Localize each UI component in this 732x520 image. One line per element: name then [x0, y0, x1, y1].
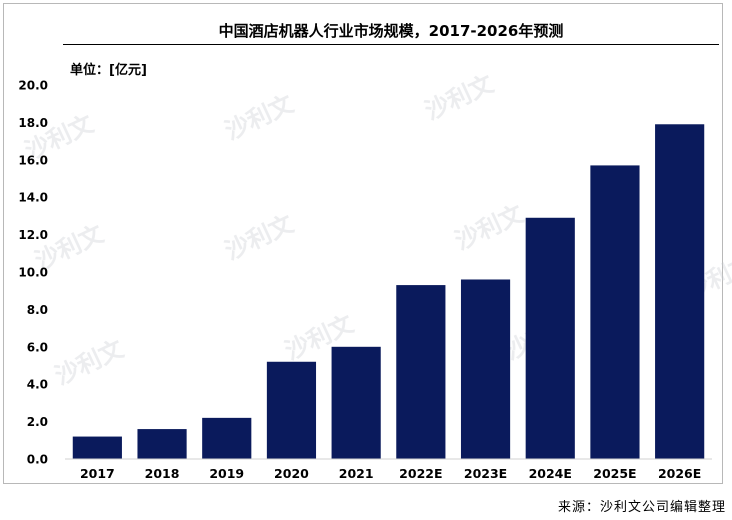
y-tick-label: 0.0	[27, 453, 48, 467]
title-rule	[63, 44, 719, 45]
bar-2019	[202, 417, 252, 459]
x-tick-label: 2024E	[529, 466, 572, 481]
unit-label: 单位：[亿元]	[70, 63, 147, 78]
bar-2026E	[655, 124, 705, 460]
bar-2021	[331, 346, 381, 459]
y-tick-label: 4.0	[27, 378, 48, 392]
y-tick-label: 8.0	[27, 303, 48, 317]
bar-2020	[266, 361, 317, 459]
watermark-mark: 沙利文	[421, 69, 499, 125]
bars	[72, 124, 705, 460]
bar-2018	[137, 429, 187, 459]
chart-title: 中国酒店机器人行业市场规模，2017-2026年预测	[218, 22, 564, 40]
y-axis: 0.0 2.0 4.0 6.0 8.0 10.0 12.0 14.0 16.0 18.0 20.0	[18, 79, 48, 467]
y-tick-label: 12.0	[18, 228, 48, 242]
y-tick-label: 16.0	[18, 153, 48, 167]
bar-2022E	[396, 285, 446, 459]
x-tick-label: 2025E	[593, 466, 636, 481]
y-tick-label: 10.0	[18, 266, 48, 280]
y-tick-label: 20.0	[18, 79, 48, 93]
x-axis: 2017 2018 2019 2020 2021 2022E 2023E 2024E 2025E…	[65, 458, 712, 481]
y-tick-label: 2.0	[27, 415, 48, 429]
x-tick-label: 2026E	[658, 466, 701, 481]
bar-2024E	[525, 217, 575, 459]
x-tick-label: 2022E	[399, 466, 442, 481]
x-tick-label: 2020	[274, 466, 309, 481]
watermark-mark: 沙利文	[51, 334, 129, 390]
bar-2017	[72, 436, 122, 459]
watermark-mark: 沙利文	[451, 199, 529, 255]
watermark-mark: 沙利文	[221, 89, 299, 145]
y-tick-label: 6.0	[27, 340, 48, 354]
x-tick-label: 2023E	[464, 466, 507, 481]
y-tick-label: 14.0	[18, 191, 48, 205]
watermark-mark: 沙利文	[221, 209, 299, 265]
x-tick-label: 2019	[209, 466, 244, 481]
x-tick-label: 2021	[339, 466, 374, 481]
source-note: 来源：沙利文公司编辑整理	[557, 500, 726, 515]
bar-2025E	[590, 165, 640, 459]
x-tick-label: 2018	[145, 466, 180, 481]
x-tick-label: 2017	[80, 466, 115, 481]
y-tick-label: 18.0	[18, 116, 48, 130]
bar-2023E	[460, 279, 511, 459]
